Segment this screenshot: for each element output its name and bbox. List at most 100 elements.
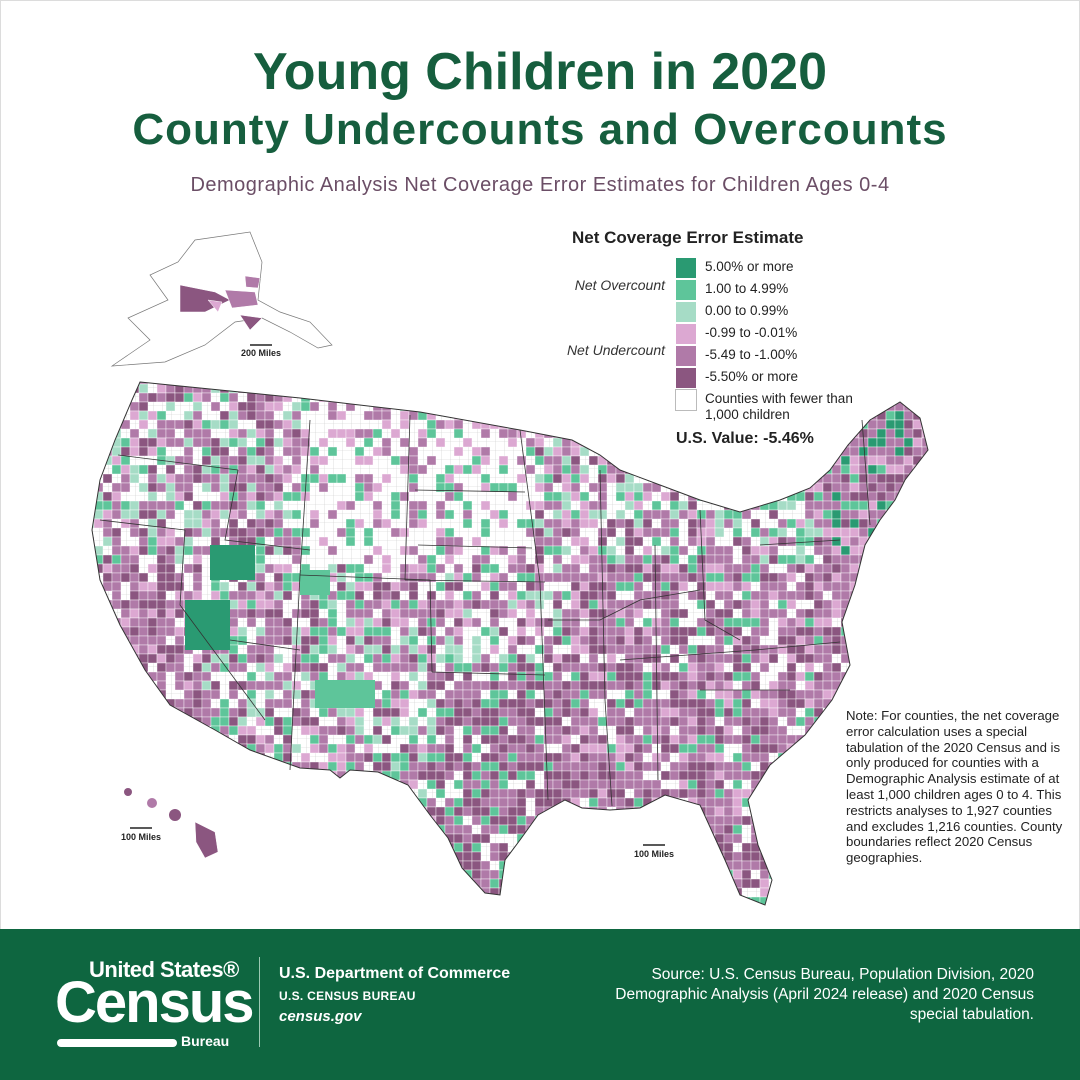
county-patch	[92, 617, 95, 628]
county-patch	[156, 644, 167, 655]
county-patch	[210, 509, 221, 520]
county-patch	[345, 635, 356, 646]
county-patch	[696, 788, 707, 799]
county-patch	[678, 689, 689, 700]
county-patch	[192, 734, 203, 745]
county-patch	[831, 860, 842, 871]
county-patch	[696, 572, 707, 583]
county-patch	[606, 392, 617, 403]
county-patch	[210, 707, 221, 718]
county-patch	[687, 527, 698, 538]
county-patch	[615, 671, 626, 682]
county-patch	[507, 680, 518, 691]
county-patch	[480, 680, 491, 691]
county-patch	[498, 725, 509, 736]
county-patch	[93, 761, 104, 772]
county-patch	[480, 716, 491, 727]
county-patch	[741, 599, 752, 610]
county-patch	[309, 635, 320, 646]
county-patch	[615, 734, 626, 745]
county-patch	[741, 860, 752, 871]
county-patch	[723, 653, 734, 664]
website-link[interactable]: census.gov	[279, 1008, 362, 1025]
county-patch	[165, 770, 176, 781]
county-patch	[516, 887, 527, 898]
county-patch	[111, 743, 122, 754]
county-patch	[174, 536, 185, 547]
county-patch	[561, 392, 572, 403]
county-patch	[480, 563, 491, 574]
county-patch	[903, 653, 914, 664]
county-patch	[381, 581, 392, 592]
county-patch	[426, 671, 437, 682]
county-patch	[354, 869, 365, 880]
county-patch	[678, 473, 689, 484]
county-patch	[768, 590, 779, 601]
county-patch	[489, 509, 500, 520]
county-patch	[912, 464, 923, 475]
county-patch	[516, 869, 527, 880]
county-patch	[129, 509, 140, 520]
county-patch	[345, 869, 356, 880]
county-patch	[138, 770, 149, 781]
county-patch	[867, 572, 878, 583]
county-patch	[426, 734, 437, 745]
county-patch	[291, 608, 302, 619]
county-patch	[615, 554, 626, 565]
county-patch	[201, 446, 212, 457]
county-patch	[408, 824, 419, 835]
county-patch	[327, 401, 338, 412]
county-patch	[588, 572, 599, 583]
county-patch	[219, 437, 230, 448]
county-patch	[588, 392, 599, 403]
alaska-inset	[110, 231, 333, 367]
county-patch	[237, 437, 248, 448]
county-patch	[786, 788, 797, 799]
county-patch	[759, 626, 770, 637]
county-patch	[570, 464, 581, 475]
county-patch	[903, 590, 914, 601]
county-patch	[615, 455, 626, 466]
county-patch	[174, 887, 185, 898]
county-patch	[147, 536, 158, 547]
county-patch	[471, 779, 482, 790]
county-patch	[669, 581, 680, 592]
county-patch	[786, 662, 797, 673]
county-patch	[804, 734, 815, 745]
county-patch	[219, 382, 230, 385]
county-patch	[435, 779, 446, 790]
county-patch	[210, 788, 221, 799]
county-patch	[669, 554, 680, 565]
county-patch	[921, 887, 928, 898]
county-patch	[273, 887, 284, 898]
county-patch	[651, 725, 662, 736]
county-patch	[849, 896, 860, 905]
county-patch	[768, 554, 779, 565]
county-patch	[120, 554, 131, 565]
county-patch	[264, 518, 275, 529]
county-patch	[705, 734, 716, 745]
county-patch	[102, 653, 113, 664]
county-patch	[759, 806, 770, 817]
county-patch	[931, 420, 940, 429]
legend-swatch	[675, 389, 697, 411]
county-patch	[237, 509, 248, 520]
county-patch	[92, 707, 95, 718]
county-patch	[345, 788, 356, 799]
county-patch	[912, 626, 923, 637]
county-patch	[588, 545, 599, 556]
county-patch	[813, 455, 824, 466]
page-title: Young Children in 2020	[252, 43, 827, 101]
county-patch	[300, 842, 311, 853]
county-patch	[120, 608, 131, 619]
county-patch	[822, 689, 833, 700]
county-patch	[219, 779, 230, 790]
county-patch	[381, 761, 392, 772]
county-patch	[723, 680, 734, 691]
county-patch	[831, 545, 842, 556]
county-patch	[597, 770, 608, 781]
county-patch	[138, 581, 149, 592]
county-patch	[804, 617, 815, 628]
county-patch	[759, 572, 770, 583]
county-patch	[345, 752, 356, 763]
